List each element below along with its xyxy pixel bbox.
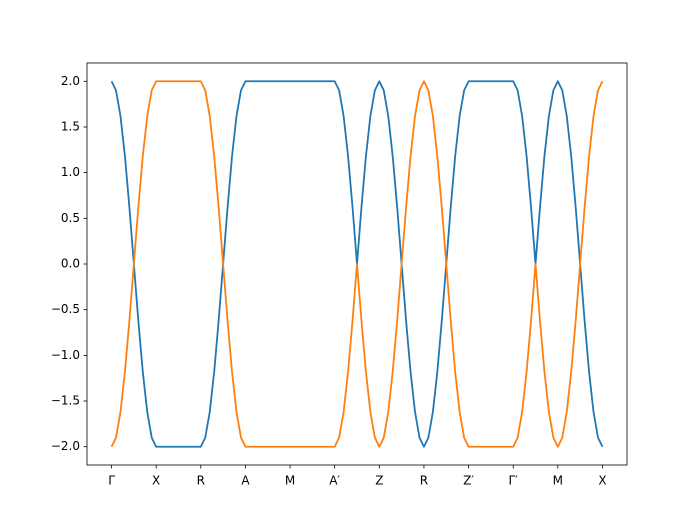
y-tick-label: 2.0 — [61, 74, 80, 88]
x-tick-label: M — [553, 474, 563, 488]
x-tick-label: Γ — [108, 474, 115, 488]
x-tick-label: Γ′ — [508, 474, 518, 488]
y-tick-label: −2.0 — [51, 439, 80, 453]
x-tick-label: Z — [375, 474, 383, 488]
y-tick-label: −0.5 — [51, 302, 80, 316]
x-tick-label: X — [152, 474, 160, 488]
y-tick-label: 0.5 — [61, 211, 80, 225]
x-tick-label: R — [420, 474, 428, 488]
y-tick-label: −1.0 — [51, 348, 80, 362]
y-tick-label: 1.5 — [61, 119, 80, 133]
series-line — [110, 80, 604, 448]
x-tick-label: Z′ — [463, 474, 474, 488]
x-tick-label: M — [285, 474, 295, 488]
x-tick-label: A′ — [329, 474, 340, 488]
x-tick-label: X — [598, 474, 606, 488]
y-tick-label: 1.0 — [61, 165, 80, 179]
y-tick-label: 0.0 — [61, 257, 80, 271]
x-tick-label: A — [241, 474, 250, 488]
axes-frame — [86, 62, 628, 466]
y-tick-label: −1.5 — [51, 394, 80, 408]
x-tick-label: R — [197, 474, 205, 488]
